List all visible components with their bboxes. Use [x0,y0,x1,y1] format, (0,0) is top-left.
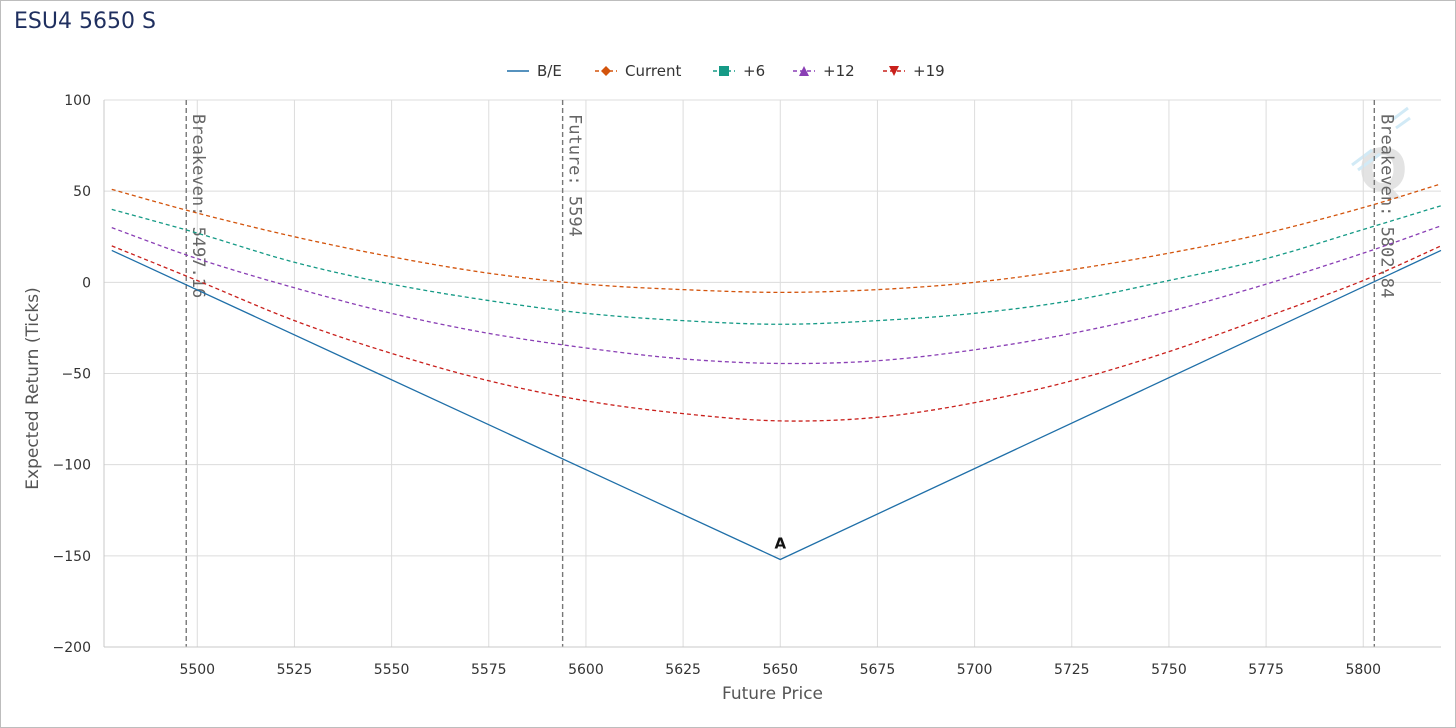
axes: 5500 5525 5550 5575 5600 5625 5650 5675 5700 5725… [23,93,1441,704]
reference-lines: Breakeven: 5497.16 Future: 5594 Breakeven:… [185,100,1396,647]
x-axis-title: Future Price [722,684,823,704]
annotation-label: A [774,534,786,552]
x-tick-label: 5725 [1054,662,1090,678]
y-tick-label: 100 [64,93,91,109]
series-line-be [111,249,1442,561]
y-axis-title: Expected Return (Ticks) [23,287,43,489]
x-tick-label: 5550 [374,662,410,678]
y-tick-label: 50 [73,184,91,200]
x-tick-label: 5800 [1345,662,1381,678]
x-tick-label: 5750 [1151,662,1187,678]
legend-item-current[interactable]: Current [595,62,681,80]
x-tick-label: 5625 [665,662,701,678]
legend-item-12[interactable]: +12 [793,62,855,80]
legend-label: B/E [537,62,562,80]
legend-marker-square [719,66,729,76]
series-line-12 [111,225,1442,365]
legend-item-19[interactable]: +19 [883,62,945,80]
y-tick-label: −100 [53,458,91,474]
reference-line-label: Future: 5594 [565,114,585,237]
y-tick-label: 0 [82,275,91,291]
legend-item-6[interactable]: +6 [713,62,765,80]
grid [104,99,1441,648]
reference-line-label: Breakeven: 5802.84 [1376,114,1396,298]
x-tick-label: 5525 [277,662,313,678]
legend-item-be[interactable]: B/E [507,62,562,80]
x-tick-label: 5575 [471,662,507,678]
legend-label: Current [625,62,681,80]
legend-label: +6 [743,62,765,80]
x-tick-label: 5500 [179,662,215,678]
y-tick-label: −50 [61,367,91,383]
legend[interactable]: B/E Current +6 +12 +19 [507,62,945,80]
legend-label: +19 [913,62,945,80]
x-tick-label: 5650 [762,662,798,678]
legend-marker-triangle-down [889,66,899,76]
y-tick-label: −200 [53,640,91,656]
y-tick-label: −150 [53,549,91,565]
x-tick-label: 5700 [957,662,993,678]
series-group [111,183,1442,561]
legend-marker-triangle-up [799,66,809,76]
series-line-current [111,183,1442,294]
watermark-logo: Q [1351,106,1411,204]
series-line-19 [111,245,1442,422]
annotations: A [774,534,786,552]
legend-label: +12 [823,62,855,80]
series-line-6 [111,205,1442,325]
chart-title: ESU4 5650 S [14,9,156,34]
svg-text:Q: Q [1358,136,1407,204]
x-tick-label: 5675 [860,662,896,678]
legend-marker-diamond [601,66,611,76]
reference-line-label: Breakeven: 5497.16 [188,114,208,298]
x-tick-label: 5600 [568,662,604,678]
x-tick-label: 5775 [1248,662,1284,678]
